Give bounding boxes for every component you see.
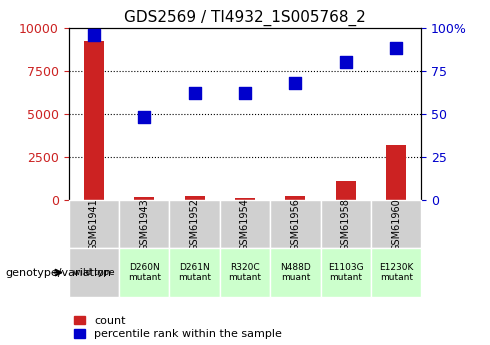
- FancyBboxPatch shape: [170, 248, 220, 297]
- Bar: [386, 145, 406, 200]
- Text: GSM61941: GSM61941: [89, 198, 99, 250]
- Bar: [84, 41, 104, 200]
- Text: GSM61956: GSM61956: [291, 198, 300, 251]
- FancyBboxPatch shape: [220, 248, 270, 297]
- Legend: count, percentile rank within the sample: count, percentile rank within the sample: [74, 316, 282, 339]
- Point: [292, 80, 299, 86]
- Text: GSM61960: GSM61960: [391, 198, 401, 250]
- FancyBboxPatch shape: [69, 200, 119, 248]
- Text: R320C
mutant: R320C mutant: [228, 263, 262, 282]
- Point: [392, 46, 400, 51]
- Text: D261N
mutant: D261N mutant: [178, 263, 211, 282]
- FancyBboxPatch shape: [371, 248, 421, 297]
- Point: [191, 90, 198, 96]
- Text: E1103G
mutant: E1103G mutant: [328, 263, 364, 282]
- Text: GSM61943: GSM61943: [139, 198, 149, 250]
- Point: [342, 59, 350, 65]
- Text: E1230K
mutant: E1230K mutant: [379, 263, 414, 282]
- FancyBboxPatch shape: [69, 248, 119, 297]
- FancyBboxPatch shape: [320, 248, 371, 297]
- Text: GSM61958: GSM61958: [341, 198, 351, 251]
- FancyBboxPatch shape: [220, 200, 270, 248]
- Bar: [235, 197, 255, 200]
- Title: GDS2569 / TI4932_1S005768_2: GDS2569 / TI4932_1S005768_2: [124, 10, 366, 26]
- Point: [90, 32, 98, 37]
- FancyBboxPatch shape: [320, 200, 371, 248]
- Bar: [134, 197, 154, 200]
- Point: [241, 90, 249, 96]
- FancyBboxPatch shape: [270, 200, 320, 248]
- Text: wild type: wild type: [73, 268, 115, 277]
- FancyBboxPatch shape: [270, 248, 320, 297]
- Text: GSM61952: GSM61952: [190, 198, 199, 251]
- FancyBboxPatch shape: [170, 200, 220, 248]
- Bar: [336, 181, 356, 200]
- Bar: [185, 196, 205, 200]
- Text: genotype/variation: genotype/variation: [5, 268, 111, 277]
- Point: [140, 115, 148, 120]
- Text: GSM61954: GSM61954: [240, 198, 250, 251]
- Bar: [285, 196, 305, 200]
- Text: N488D
muant: N488D muant: [280, 263, 311, 282]
- FancyBboxPatch shape: [119, 248, 170, 297]
- FancyBboxPatch shape: [371, 200, 421, 248]
- Text: D260N
mutant: D260N mutant: [128, 263, 161, 282]
- FancyBboxPatch shape: [119, 200, 170, 248]
